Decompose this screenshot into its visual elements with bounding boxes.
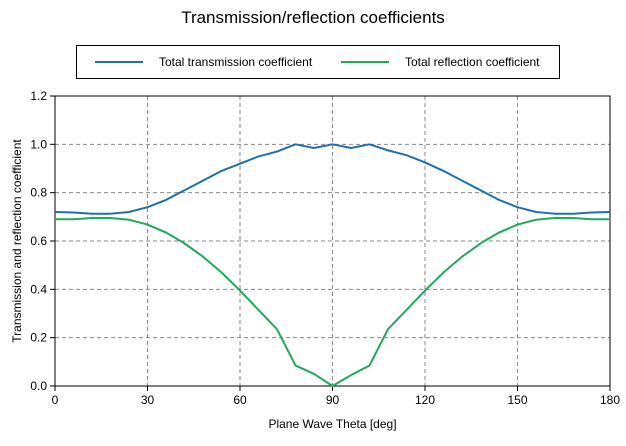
chart-title: Transmission/reflection coefficients <box>181 8 445 27</box>
y-tick-label: 1.2 <box>30 89 47 103</box>
x-axis-label: Plane Wave Theta [deg] <box>268 417 396 431</box>
legend-item-reflection: Total reflection coefficient <box>341 46 540 78</box>
legend-swatch-reflection <box>341 61 389 63</box>
y-tick-label: 0.2 <box>30 331 47 345</box>
y-tick-label: 0.4 <box>30 282 47 296</box>
series-line-reflection <box>55 217 610 387</box>
x-tick-label: 0 <box>52 393 59 407</box>
x-tick-label: 150 <box>507 393 527 407</box>
legend: Total transmission coefficient Total ref… <box>76 45 560 79</box>
legend-item-transmission: Total transmission coefficient <box>95 46 312 78</box>
series-line-transmission <box>54 143 611 215</box>
y-tick-label: 0.0 <box>30 379 47 393</box>
legend-label-reflection: Total reflection coefficient <box>405 55 540 69</box>
y-tick-label: 0.6 <box>30 234 47 248</box>
x-tick-label: 180 <box>600 393 620 407</box>
x-tick-label: 90 <box>326 393 340 407</box>
legend-label-transmission: Total transmission coefficient <box>159 55 313 69</box>
x-tick-label: 120 <box>415 393 435 407</box>
y-tick-label: 1.0 <box>30 137 47 151</box>
x-tick-label: 60 <box>233 393 247 407</box>
x-tick-label: 30 <box>141 393 155 407</box>
y-axis-label: Transmission and reflection coefficient <box>10 139 24 343</box>
y-tick-label: 0.8 <box>30 186 47 200</box>
legend-swatch-transmission <box>95 61 143 63</box>
